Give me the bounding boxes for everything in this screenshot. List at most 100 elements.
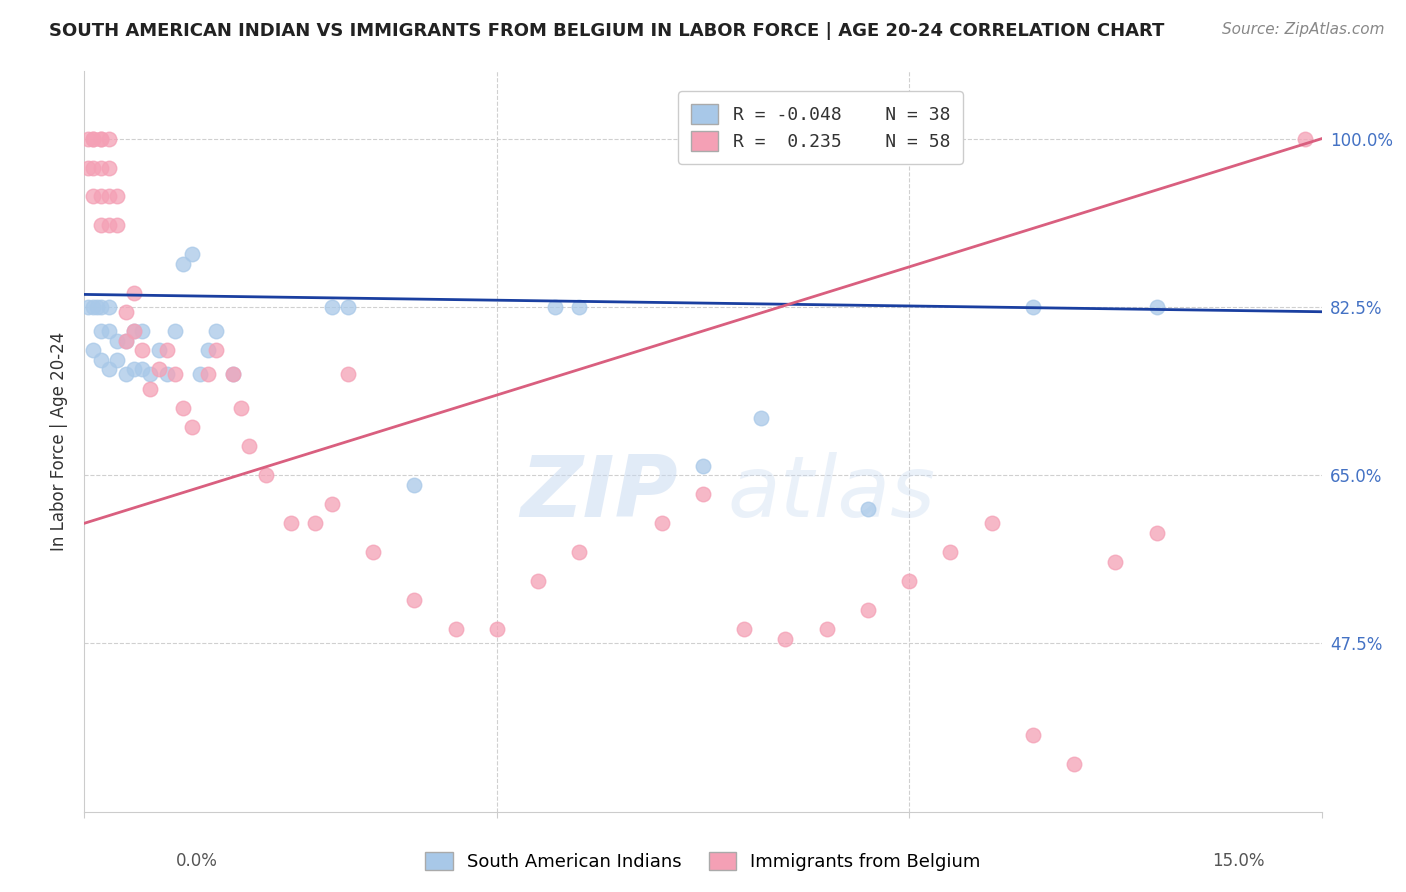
Point — [148, 343, 170, 358]
Point — [254, 468, 277, 483]
Point — [543, 300, 565, 314]
Point — [980, 516, 1002, 531]
Point — [1146, 525, 1168, 540]
Point — [90, 218, 112, 232]
Point — [651, 516, 673, 531]
Point — [165, 324, 187, 338]
Point — [898, 574, 921, 588]
Point — [172, 401, 194, 415]
Point — [222, 368, 245, 382]
Point — [815, 622, 838, 636]
Text: 15.0%: 15.0% — [1212, 852, 1264, 870]
Point — [568, 545, 591, 559]
Point — [105, 352, 128, 367]
Point — [939, 545, 962, 559]
Point — [122, 362, 145, 376]
Point — [1104, 555, 1126, 569]
Point — [98, 362, 121, 376]
Point — [444, 622, 467, 636]
Point — [77, 131, 100, 145]
Point — [404, 478, 426, 492]
Point — [197, 343, 219, 358]
Point — [90, 352, 112, 367]
Point — [229, 401, 252, 415]
Point — [90, 131, 112, 145]
Point — [98, 300, 121, 314]
Point — [98, 218, 121, 232]
Point — [82, 343, 104, 358]
Point — [1022, 300, 1045, 314]
Point — [172, 257, 194, 271]
Point — [82, 300, 104, 314]
Point — [148, 362, 170, 376]
Point — [82, 131, 104, 145]
Point — [82, 131, 104, 145]
Text: Source: ZipAtlas.com: Source: ZipAtlas.com — [1222, 22, 1385, 37]
Point — [98, 161, 121, 175]
Text: SOUTH AMERICAN INDIAN VS IMMIGRANTS FROM BELGIUM IN LABOR FORCE | AGE 20-24 CORR: SOUTH AMERICAN INDIAN VS IMMIGRANTS FROM… — [49, 22, 1164, 40]
Point — [105, 218, 128, 232]
Point — [82, 161, 104, 175]
Point — [856, 501, 879, 516]
Point — [404, 593, 426, 607]
Point — [165, 368, 187, 382]
Text: 0.0%: 0.0% — [176, 852, 218, 870]
Point — [114, 334, 136, 348]
Legend: South American Indians, Immigrants from Belgium: South American Indians, Immigrants from … — [418, 845, 988, 879]
Point — [86, 300, 108, 314]
Point — [337, 300, 360, 314]
Point — [692, 487, 714, 501]
Point — [139, 368, 162, 382]
Point — [77, 300, 100, 314]
Point — [77, 161, 100, 175]
Point — [114, 368, 136, 382]
Point — [98, 189, 121, 203]
Point — [98, 324, 121, 338]
Point — [139, 382, 162, 396]
Point — [337, 368, 360, 382]
Point — [749, 410, 772, 425]
Point — [1294, 131, 1316, 145]
Point — [156, 368, 179, 382]
Point — [90, 300, 112, 314]
Point — [205, 343, 228, 358]
Point — [105, 334, 128, 348]
Point — [114, 304, 136, 318]
Y-axis label: In Labor Force | Age 20-24: In Labor Force | Age 20-24 — [51, 332, 69, 551]
Point — [90, 131, 112, 145]
Point — [775, 632, 797, 646]
Point — [568, 300, 591, 314]
Point — [188, 368, 211, 382]
Point — [90, 161, 112, 175]
Point — [527, 574, 550, 588]
Point — [180, 420, 202, 434]
Point — [733, 622, 755, 636]
Point — [361, 545, 384, 559]
Point — [1146, 300, 1168, 314]
Point — [122, 324, 145, 338]
Point — [197, 368, 219, 382]
Point — [131, 362, 153, 376]
Point — [222, 368, 245, 382]
Point — [90, 324, 112, 338]
Point — [98, 131, 121, 145]
Point — [304, 516, 326, 531]
Point — [105, 189, 128, 203]
Point — [238, 439, 260, 453]
Point — [122, 285, 145, 300]
Point — [131, 324, 153, 338]
Point — [485, 622, 508, 636]
Point — [180, 247, 202, 261]
Legend: R = -0.048    N = 38, R =  0.235    N = 58: R = -0.048 N = 38, R = 0.235 N = 58 — [678, 92, 963, 164]
Point — [856, 603, 879, 617]
Text: ZIP: ZIP — [520, 452, 678, 535]
Point — [122, 324, 145, 338]
Point — [82, 189, 104, 203]
Point — [156, 343, 179, 358]
Point — [114, 334, 136, 348]
Point — [1063, 756, 1085, 771]
Point — [321, 497, 343, 511]
Point — [90, 189, 112, 203]
Point — [321, 300, 343, 314]
Point — [205, 324, 228, 338]
